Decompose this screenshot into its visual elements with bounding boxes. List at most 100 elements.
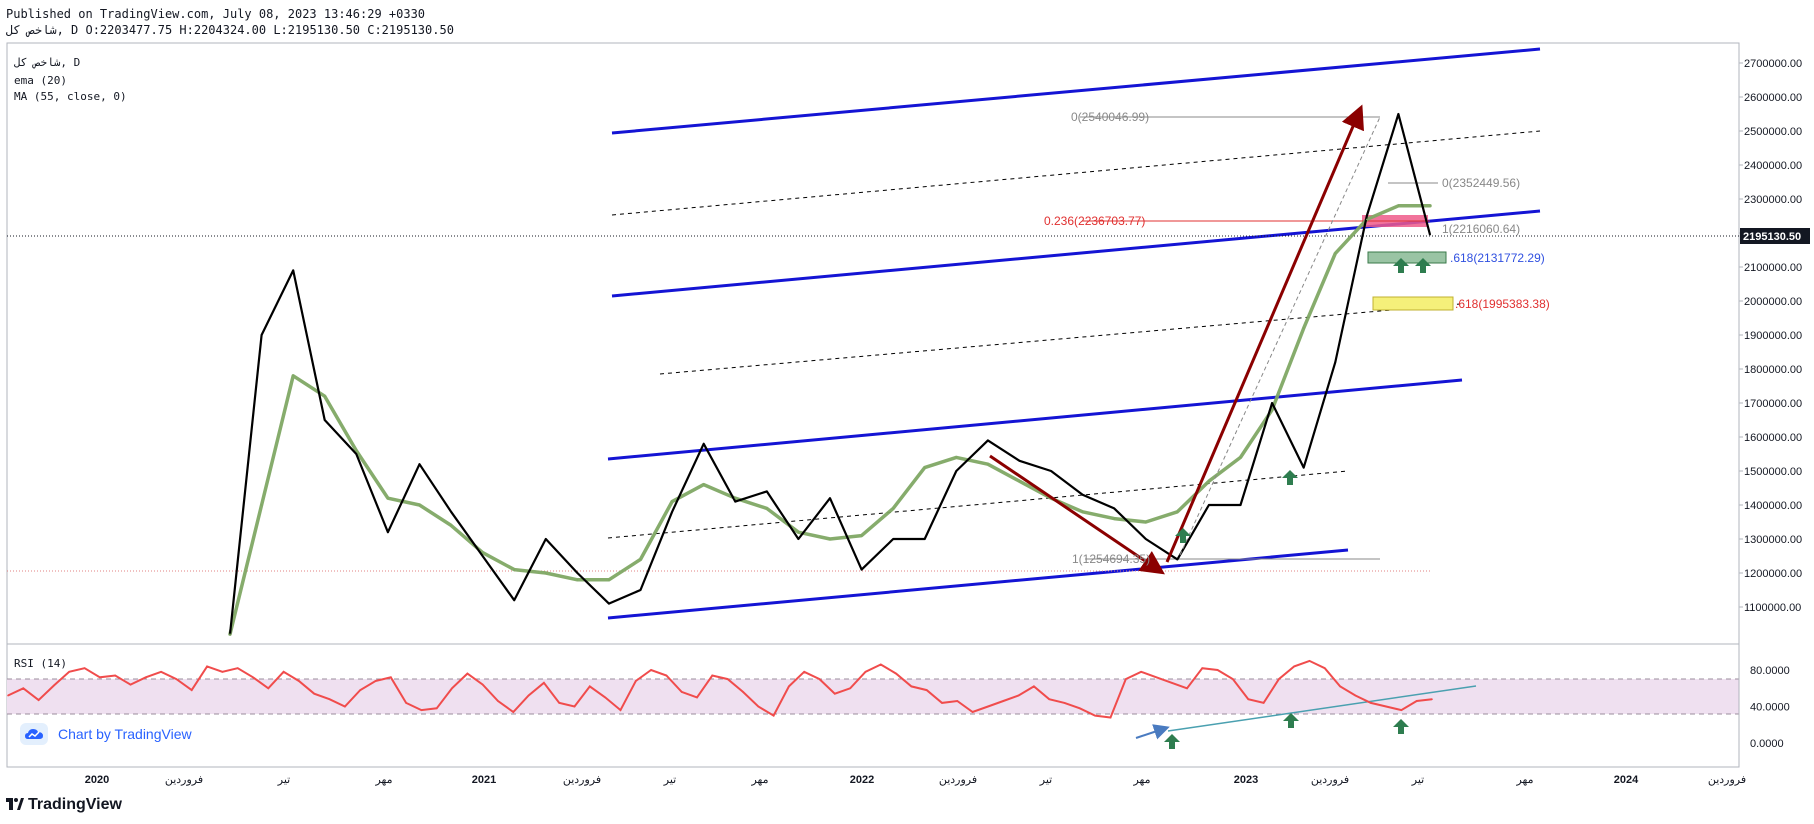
ma-point [450,524,452,527]
legend-rsi[interactable]: RSI (14) [14,657,67,670]
green-arrows [1164,258,1431,749]
fib-zone-green[interactable] [1367,251,1447,264]
rsi-point [1017,694,1020,697]
chart-by-label: Chart by TradingView [58,726,192,742]
ma-points [229,205,1431,635]
rsi-point [1063,702,1066,704]
rsi-point [1293,665,1295,668]
rsi-point [558,702,561,704]
rsi-blue-arrow[interactable] [1135,724,1170,740]
time-tick-label: 2024 [1614,774,1639,786]
legend-ema[interactable]: ema (20) [14,74,67,87]
price-point [323,419,326,421]
rsi-point [282,671,285,673]
time-tick-label: مهر [750,774,768,786]
price-tick-label: 1300000.00 [1744,534,1802,546]
time-axis[interactable]: 2020 فروردین تیر مهر 2021 فروردین تیر مهر 2022 فر… [85,774,1746,786]
time-tick-label: فروردین [165,774,203,786]
fib-zone-yellow[interactable] [1372,296,1454,311]
chart-by-tradingview[interactable]: Chart by TradingView [20,723,192,745]
rsi-point [956,700,959,702]
main-pane[interactable] [6,42,1740,645]
rsi-point [772,714,775,717]
ma-point [1018,480,1021,483]
price-tick-label: 2100000.00 [1744,262,1802,274]
rsi-trend-line[interactable] [1167,685,1477,732]
rsi-point [1186,687,1188,690]
rsi-point [190,689,193,691]
legend-symbol[interactable]: شاخص کل, D [14,56,81,69]
price-point [1271,402,1273,404]
time-tick-label: فروردین [563,774,601,786]
rsi-band [7,679,1739,714]
rsi-axis[interactable]: 0.0000 40.0000 80.0000 [1750,665,1790,750]
up-arrow-icon [1393,258,1409,273]
rsi-point [680,691,683,693]
price-tick-label: 1900000.00 [1744,330,1802,342]
rsi-point [1002,700,1005,702]
rsi-point [252,676,254,679]
price-point [702,443,705,445]
rsi-point [742,691,744,693]
rsi-point [1431,698,1433,700]
ma-point [292,375,294,377]
current-price-value: 2195130.50 [1743,231,1801,243]
ma-point [766,507,768,510]
rsi-point [160,671,162,673]
up-arrow-icon [1415,258,1431,273]
fib-trend-dashed [1179,116,1381,556]
time-tick-label: 2023 [1234,774,1258,786]
ma-point [797,531,800,533]
channel2-dashed-line[interactable] [607,470,1349,539]
time-tick-label: 2021 [472,774,496,786]
rsi-point [298,680,300,682]
rsi-point [1247,698,1250,700]
price-point [734,500,737,503]
rsi-point [145,676,147,679]
rsi-point [313,692,316,695]
rsi-point [1170,681,1173,684]
channel2-top-line[interactable] [607,378,1463,461]
rsi-point [1094,714,1096,717]
ma-point [544,572,547,574]
rsi-point [1155,676,1158,679]
time-tick-label: فروردین [1311,774,1349,786]
rsi-point [834,692,836,695]
legend-ma[interactable]: MA (55, close, 0) [14,90,127,103]
tradingview-logo[interactable]: TradingView [6,796,122,814]
ma-point [639,558,642,561]
up-arrow-icon [1283,713,1299,728]
channel-top-line[interactable] [611,47,1541,135]
channel-dashed-lower[interactable] [659,303,1461,375]
price-point [639,589,642,591]
price-tick-label: 1400000.00 [1744,500,1802,512]
ma-point [1081,511,1084,513]
ma-point [1208,480,1210,483]
price-axis[interactable]: 1100000.00 1200000.00 1300000.00 1400000.00… [1739,58,1802,614]
price-tick-label: 2300000.00 [1744,194,1802,206]
time-tick-label: 2020 [85,774,109,786]
rsi-point [726,678,729,680]
up-arrow-icon [1175,528,1191,543]
rsi-point [389,676,392,679]
rsi-point [1262,702,1265,704]
rsi-line[interactable] [7,659,1433,719]
channel2-bottom-line[interactable] [607,548,1349,620]
price-point [1366,215,1368,217]
rsi-point [344,705,346,708]
down-arrow-drawing[interactable] [989,454,1165,575]
rsi-point [619,709,622,711]
rsi-point [236,667,239,669]
ma-point [1397,205,1400,207]
channel-dashed-upper[interactable] [611,130,1541,216]
rsi-point [1308,660,1311,662]
price-point [1050,470,1052,472]
price-point [292,269,294,272]
price-point [860,568,863,571]
up-arrow-drawing[interactable] [1165,104,1364,563]
price-tick-label: 2400000.00 [1744,160,1802,172]
rsi-point [1400,709,1403,711]
ma-point [1113,517,1116,520]
rsi-point [466,672,469,675]
